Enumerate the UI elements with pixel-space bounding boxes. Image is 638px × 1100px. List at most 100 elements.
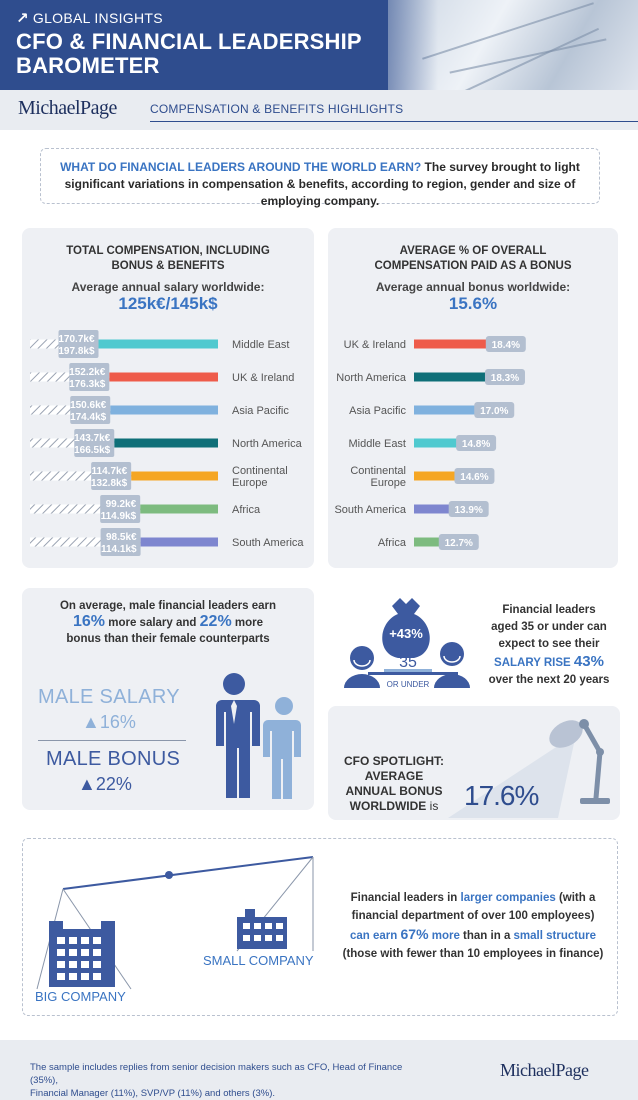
category-label-south-america: South America: [334, 504, 406, 516]
age-number: 35: [399, 654, 417, 671]
male-bonus-label: MALE BONUS: [46, 748, 181, 770]
value-label-eur: 170.7k€: [58, 334, 95, 345]
category-label-continental-europe: Continental: [232, 465, 288, 477]
value-label-box: [58, 330, 99, 358]
value-label: 18.4%: [492, 340, 520, 351]
rise-pct: 43%: [573, 653, 604, 670]
category-label-africa: Africa: [378, 537, 407, 549]
company-size-box: BIG COMPANY SMALL COMPANY Financial lead…: [22, 838, 618, 1016]
footer-note: The sample includes replies from senior …: [30, 1062, 403, 1099]
intro-question: WHAT DO FINANCIAL LEADERS AROUND THE WOR…: [60, 160, 422, 174]
compensation-panel: TOTAL COMPENSATION, INCLUDING BONUS & BE…: [22, 228, 314, 568]
cfo-spotlight-text: CFO SPOTLIGHT: AVERAGE ANNUAL BONUS WORL…: [344, 754, 444, 813]
bar-south-america: [414, 504, 463, 514]
bonus-panel: AVERAGE % OF OVERALL COMPENSATION PAID A…: [328, 228, 618, 568]
value-label-box: [438, 534, 479, 550]
bar-continental-europe: [414, 471, 469, 481]
company-pct: 67%: [400, 926, 429, 942]
bonus-chart: 18.4% UK & Ireland 18.3% North America 17.0%…: [334, 336, 526, 550]
value-label-box: [485, 336, 526, 352]
money-bag-text: +43%: [389, 626, 423, 641]
category-label-middle-east: Middle East: [349, 438, 406, 450]
brand-logo: MichaelPage: [18, 97, 117, 119]
value-label-eur: 143.7k€: [74, 433, 111, 444]
value-label-box: [456, 435, 497, 451]
page-title: CFO & FINANCIAL LEADERSHIP BAROMETER: [16, 29, 362, 78]
subheader: MichaelPage COMPENSATION & BENEFITS HIGH…: [0, 90, 638, 130]
category-label-africa: Africa: [232, 504, 261, 516]
gender-gap-box: On average, male financial leaders earn …: [22, 588, 314, 810]
bar-asia-pacific: [414, 405, 489, 415]
value-label-eur: 114.7k€: [92, 466, 128, 477]
divider: [150, 121, 638, 122]
bar-uk-ireland: [109, 372, 218, 382]
category-label-middle-east: Middle East: [232, 339, 289, 351]
bar-uk-ireland: [414, 339, 500, 349]
value-label-box: [484, 369, 525, 385]
arrow-up-right-icon: ↗: [16, 10, 29, 27]
bar-middle-east: [98, 339, 218, 349]
bar-africa: [140, 504, 218, 514]
young-leaders-box: +43% 35 OR UNDER Financial leaders aged …: [340, 592, 620, 692]
salary-rise-illustration: +43% 35 OR UNDER: [344, 598, 470, 689]
bar-continental-europe: [131, 471, 218, 481]
cfo-bonus-value: 17.6%: [464, 780, 539, 811]
big-building-icon: [49, 921, 115, 987]
value-label-usd: 114.1k$: [101, 544, 137, 555]
value-label-box: [91, 462, 132, 490]
value-label-box: [69, 363, 110, 391]
compensation-chart: 170.7k€197.8k$ Middle East 152.2k€176.3k$ U…: [30, 330, 304, 556]
value-label: 14.6%: [460, 472, 488, 483]
value-label: 18.3%: [491, 373, 519, 384]
bar-asia-pacific: [110, 405, 218, 415]
value-label-box: [474, 402, 515, 418]
male-salary-value: ▲16%: [82, 712, 136, 732]
value-label-box: [448, 501, 489, 517]
male-salary-label: MALE SALARY: [38, 686, 180, 708]
category-label-north-america: North America: [336, 372, 407, 384]
category-label-south-america: South America: [232, 537, 304, 549]
salary-pct: 16%: [73, 613, 106, 630]
value-label-usd: 176.3k$: [69, 379, 106, 390]
small-company-label: SMALL COMPANY: [203, 953, 314, 968]
big-company-label: BIG COMPANY: [35, 989, 126, 1004]
gender-intro: On average, male financial leaders earn …: [59, 600, 277, 645]
bar-north-america: [414, 372, 499, 382]
intro-text: The survey brought to light significant …: [64, 160, 580, 208]
category-label-asia-pacific: Asia Pacific: [349, 405, 406, 417]
kicker: ↗ GLOBAL INSIGHTS: [16, 10, 163, 27]
header-banner: ↗ GLOBAL INSIGHTS CFO & FINANCIAL LEADER…: [0, 0, 638, 90]
value-label-usd: 197.8k$: [58, 346, 95, 357]
value-label-eur: 150.6k€: [70, 400, 107, 411]
value-label-eur: 152.2k€: [69, 367, 106, 378]
bar-north-america: [114, 438, 218, 448]
section-title: COMPENSATION & BENEFITS HIGHLIGHTS: [150, 102, 404, 116]
value-label-usd: 174.4k$: [70, 412, 107, 423]
small-building-icon: [237, 909, 287, 949]
value-label-usd: 114.9k$: [101, 511, 137, 522]
bonus-headline: 15.6%: [448, 294, 498, 313]
bar-south-america: [140, 537, 218, 547]
intro-box: WHAT DO FINANCIAL LEADERS AROUND THE WOR…: [40, 148, 600, 208]
value-label-usd: 166.5k$: [74, 445, 111, 456]
spotlight-lamp-icon: [448, 719, 610, 818]
footer-brand-logo: MichaelPage: [500, 1060, 589, 1080]
bonus-pct: 22%: [199, 613, 232, 630]
compensation-title: TOTAL COMPENSATION, INCLUDING BONUS & BE…: [66, 245, 270, 272]
category-label-continental-europe: Europe: [371, 477, 406, 489]
value-label-eur: 99.2k€: [106, 499, 137, 510]
category-label-asia-pacific: Asia Pacific: [232, 405, 289, 417]
man-woman-icon: [214, 673, 301, 799]
compensation-headline: 125k€/145k$: [118, 294, 218, 313]
value-label-box: [70, 396, 111, 424]
value-label-box: [74, 429, 115, 457]
money-bag-icon: [382, 598, 430, 658]
category-label-continental-europe: Europe: [232, 477, 267, 489]
or-under-label: OR UNDER: [387, 680, 430, 689]
category-label-north-america: North America: [232, 438, 303, 450]
bar-africa: [414, 537, 453, 547]
value-label: 17.0%: [480, 406, 508, 417]
young-leaders-text: Financial leaders aged 35 or under can e…: [488, 604, 610, 686]
company-size-text: Financial leaders in larger companies (w…: [342, 892, 604, 960]
compensation-subtitle: Average annual salary worldwide:: [71, 280, 265, 294]
